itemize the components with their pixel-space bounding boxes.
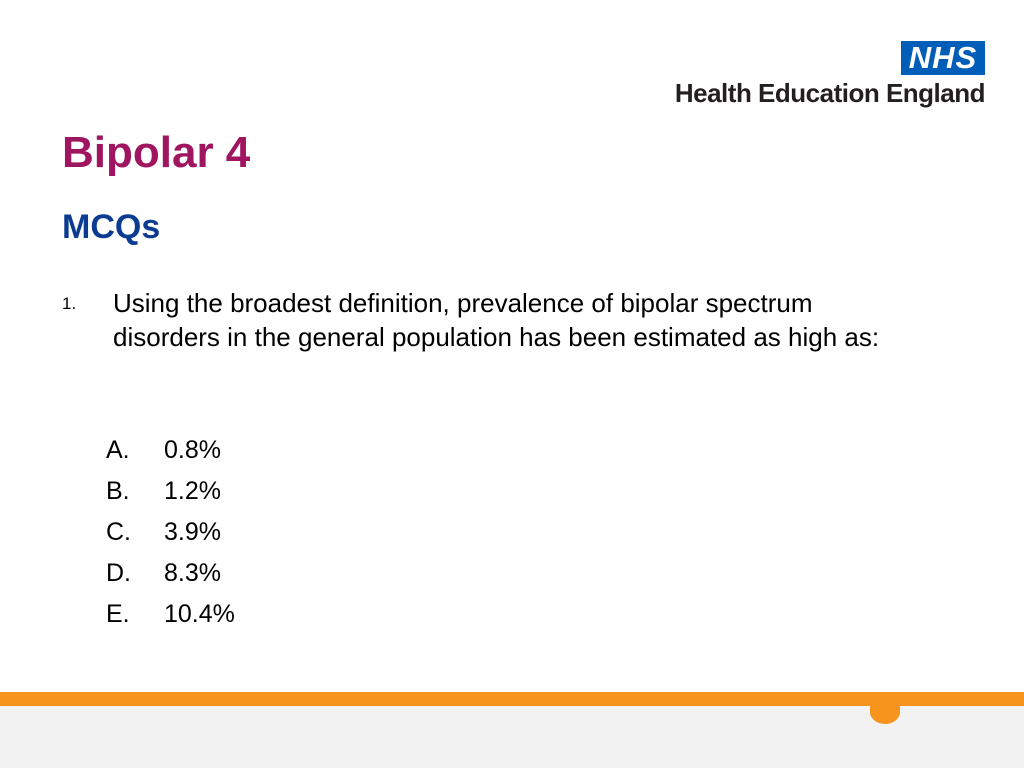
option: D. 8.3% xyxy=(106,559,235,600)
option-text: 0.8% xyxy=(164,436,221,464)
option-letter: E. xyxy=(106,600,130,628)
option: C. 3.9% xyxy=(106,518,235,559)
option: E. 10.4% xyxy=(106,600,235,641)
option-letter: C. xyxy=(106,518,131,546)
option-letter: A. xyxy=(106,436,130,464)
option-letter: B. xyxy=(106,477,130,505)
nhs-badge: NHS xyxy=(901,41,985,75)
option: A. 0.8% xyxy=(106,436,235,477)
title: Bipolar 4 xyxy=(62,128,251,177)
footer-bar xyxy=(0,692,1024,706)
footer xyxy=(0,706,1024,768)
option-text: 3.9% xyxy=(164,518,221,546)
option-text: 8.3% xyxy=(164,559,221,587)
question-number: 1. xyxy=(62,294,77,313)
question-text: Using the broadest definition, prevalenc… xyxy=(113,288,880,352)
org-name: Health Education England xyxy=(674,78,986,108)
subtitle: MCQs xyxy=(62,208,161,246)
footer-notch xyxy=(870,700,900,724)
option: B. 1.2% xyxy=(106,477,235,518)
option-letter: D. xyxy=(106,559,131,587)
option-text: 10.4% xyxy=(164,600,235,628)
options: A. 0.8% B. 1.2% C. 3.9% D. 8.3% E. 10.4% xyxy=(106,436,235,641)
option-text: 1.2% xyxy=(164,477,221,505)
